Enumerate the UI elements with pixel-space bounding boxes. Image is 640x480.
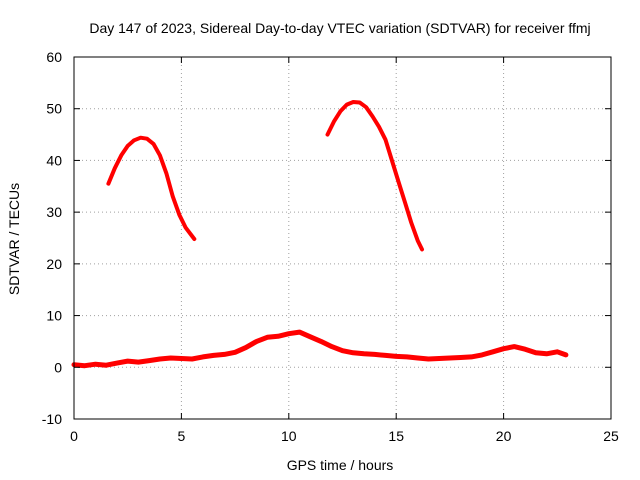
x-tick-label: 10 <box>281 428 297 444</box>
y-tick-label: 20 <box>46 256 62 272</box>
axis-ticks: 0 5 10 15 20 25 -10 0 10 20 30 40 50 60 <box>42 49 619 444</box>
series-arc-1 <box>106 135 197 241</box>
y-tick-label: 40 <box>46 152 62 168</box>
plot-frame <box>73 56 612 420</box>
y-tick-label: 30 <box>46 204 62 220</box>
y-tick-label: 60 <box>46 49 62 65</box>
y-tick-label: 10 <box>46 308 62 324</box>
y-tick-label: 0 <box>54 359 62 375</box>
x-tick-label: 20 <box>496 428 512 444</box>
x-tick-label: 15 <box>388 428 404 444</box>
y-axis-label: SDTVAR / TECUs <box>6 183 22 295</box>
x-tick-label: 25 <box>603 428 619 444</box>
y-tick-label: 50 <box>46 101 62 117</box>
series-low-band <box>71 329 569 369</box>
series-arc-2 <box>325 100 424 252</box>
x-tick-label: 0 <box>70 428 78 444</box>
x-axis-label: GPS time / hours <box>287 457 394 473</box>
x-tick-label: 5 <box>178 428 186 444</box>
y-tick-label: -10 <box>42 411 62 427</box>
plot-series <box>71 100 569 369</box>
chart-title: Day 147 of 2023, Sidereal Day-to-day VTE… <box>89 20 590 36</box>
